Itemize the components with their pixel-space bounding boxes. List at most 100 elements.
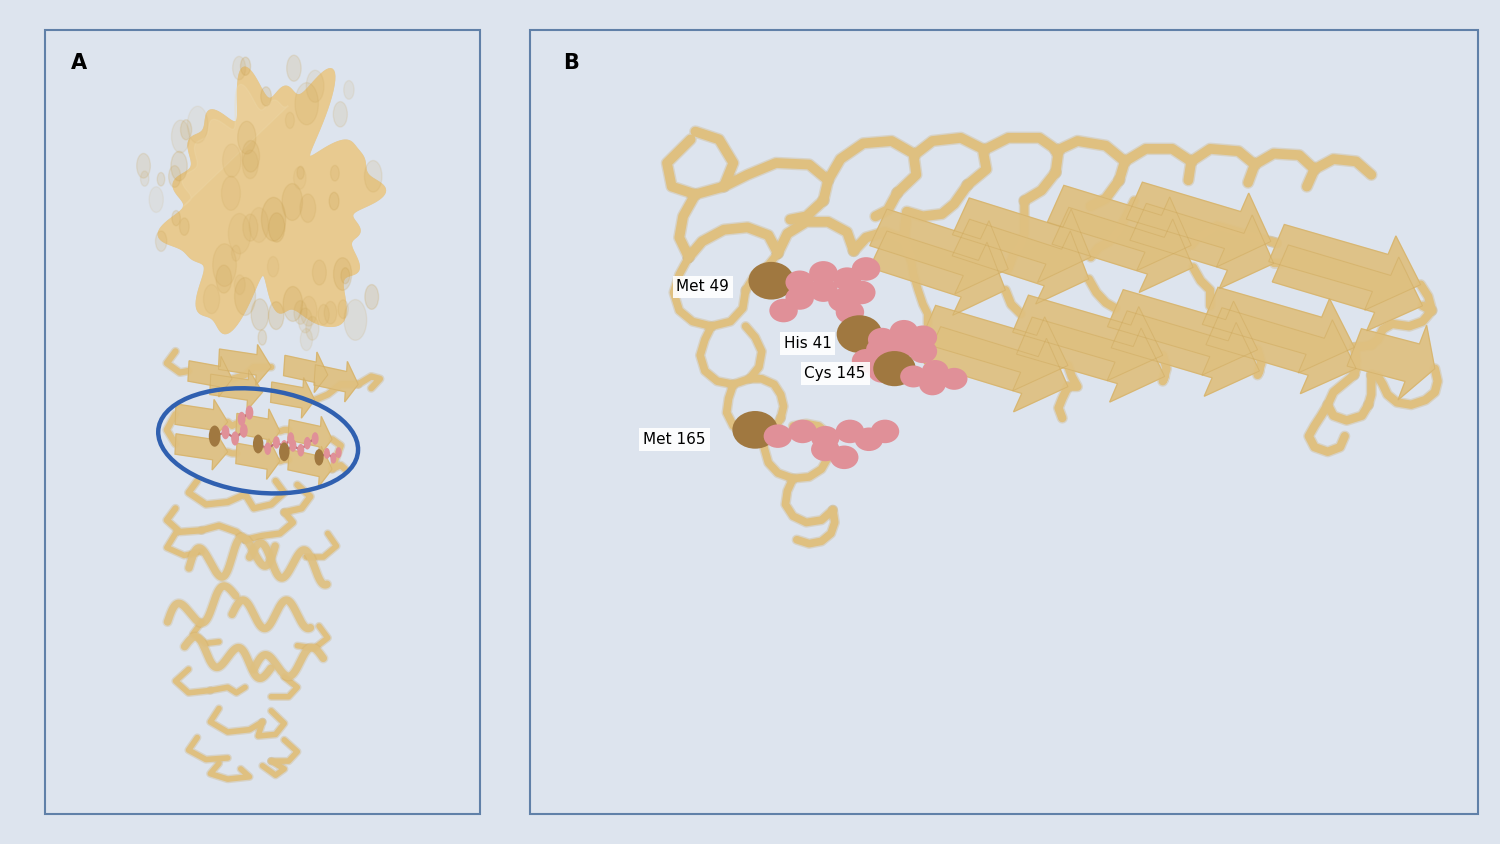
Circle shape xyxy=(909,326,938,349)
Circle shape xyxy=(172,210,180,225)
Circle shape xyxy=(312,260,327,285)
Circle shape xyxy=(344,80,354,100)
Polygon shape xyxy=(870,231,1005,316)
Circle shape xyxy=(837,316,882,353)
Polygon shape xyxy=(314,361,358,402)
Circle shape xyxy=(812,426,840,450)
Circle shape xyxy=(279,442,290,461)
Circle shape xyxy=(222,425,230,439)
Circle shape xyxy=(168,165,180,187)
Circle shape xyxy=(240,424,248,438)
Circle shape xyxy=(338,300,348,318)
Circle shape xyxy=(764,425,792,448)
Polygon shape xyxy=(288,416,332,457)
Circle shape xyxy=(258,330,267,345)
Polygon shape xyxy=(1347,325,1436,400)
Circle shape xyxy=(328,192,339,210)
Circle shape xyxy=(909,339,938,363)
Circle shape xyxy=(732,411,778,449)
Circle shape xyxy=(868,360,897,382)
Circle shape xyxy=(336,447,342,458)
Circle shape xyxy=(808,261,837,284)
Circle shape xyxy=(158,172,165,186)
Polygon shape xyxy=(1017,317,1164,402)
Text: Cys 145: Cys 145 xyxy=(804,365,865,381)
Circle shape xyxy=(940,368,968,390)
Circle shape xyxy=(237,412,246,426)
Polygon shape xyxy=(284,352,327,392)
Text: B: B xyxy=(562,53,579,73)
Circle shape xyxy=(330,165,339,181)
Polygon shape xyxy=(870,209,1008,294)
Circle shape xyxy=(285,112,294,128)
Circle shape xyxy=(333,101,348,127)
Circle shape xyxy=(288,432,294,445)
Circle shape xyxy=(188,106,209,143)
Polygon shape xyxy=(188,356,232,397)
Circle shape xyxy=(318,305,330,325)
Polygon shape xyxy=(1203,287,1354,373)
Circle shape xyxy=(180,120,192,140)
Polygon shape xyxy=(1206,308,1356,393)
Circle shape xyxy=(268,302,284,329)
Circle shape xyxy=(865,338,894,361)
Circle shape xyxy=(222,144,242,177)
Polygon shape xyxy=(176,430,228,470)
Circle shape xyxy=(284,286,303,322)
Circle shape xyxy=(300,194,315,223)
Circle shape xyxy=(156,231,166,252)
Polygon shape xyxy=(1112,311,1260,397)
Circle shape xyxy=(282,183,303,220)
Circle shape xyxy=(216,265,231,293)
Text: Met 165: Met 165 xyxy=(644,432,706,446)
Circle shape xyxy=(251,299,268,330)
Circle shape xyxy=(222,176,240,210)
Circle shape xyxy=(294,300,307,324)
Polygon shape xyxy=(1052,208,1192,292)
Circle shape xyxy=(786,286,814,310)
Circle shape xyxy=(306,316,320,340)
Circle shape xyxy=(296,83,318,125)
Circle shape xyxy=(234,275,244,295)
Circle shape xyxy=(868,327,897,351)
Circle shape xyxy=(330,452,336,463)
Circle shape xyxy=(148,187,164,213)
Polygon shape xyxy=(952,219,1089,304)
Circle shape xyxy=(836,419,864,443)
Polygon shape xyxy=(288,446,332,487)
Circle shape xyxy=(748,262,794,300)
Circle shape xyxy=(261,87,272,106)
Circle shape xyxy=(333,257,351,290)
Circle shape xyxy=(847,281,876,305)
Polygon shape xyxy=(924,327,1068,412)
Polygon shape xyxy=(1107,289,1257,375)
Circle shape xyxy=(890,320,918,344)
Circle shape xyxy=(280,440,288,452)
Circle shape xyxy=(836,300,864,324)
Polygon shape xyxy=(1126,182,1270,267)
Circle shape xyxy=(828,289,856,312)
Circle shape xyxy=(267,257,279,277)
Circle shape xyxy=(228,214,251,254)
Polygon shape xyxy=(1272,245,1422,331)
Polygon shape xyxy=(1130,203,1274,289)
Circle shape xyxy=(273,436,280,449)
Circle shape xyxy=(231,431,238,446)
Circle shape xyxy=(298,308,312,333)
Circle shape xyxy=(234,278,255,316)
Circle shape xyxy=(141,171,148,187)
Circle shape xyxy=(240,57,250,75)
Polygon shape xyxy=(920,306,1068,391)
Circle shape xyxy=(340,268,350,284)
Circle shape xyxy=(789,419,816,443)
Circle shape xyxy=(306,70,324,102)
Circle shape xyxy=(852,257,880,281)
Circle shape xyxy=(922,360,948,382)
Circle shape xyxy=(315,449,324,466)
Polygon shape xyxy=(1013,295,1162,381)
Polygon shape xyxy=(182,84,288,207)
Circle shape xyxy=(246,405,254,419)
Circle shape xyxy=(830,446,858,469)
Circle shape xyxy=(209,425,220,446)
Circle shape xyxy=(304,437,310,450)
